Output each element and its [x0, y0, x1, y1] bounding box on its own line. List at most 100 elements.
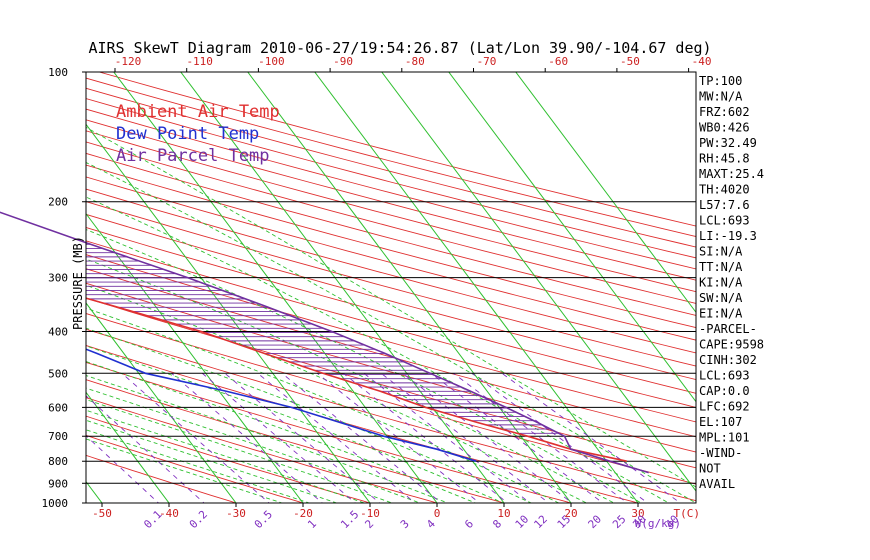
legend: Ambient Air Temp Dew Point Temp Air Parc… — [116, 102, 280, 166]
top-temp-label: -70 — [477, 55, 497, 68]
dew-point-temp-line — [86, 348, 477, 462]
isotherm — [86, 123, 371, 503]
index-item: RH:45.8 — [699, 152, 750, 166]
mixing-ratio-line — [281, 372, 442, 503]
mixing-ratio-label: 10 — [513, 513, 532, 532]
mixing-ratio-line — [86, 395, 205, 503]
moist-adiabat — [86, 284, 588, 503]
x-axis-label: T(C) — [674, 507, 701, 520]
dry-adiabat — [86, 213, 696, 381]
plot-frame — [85, 71, 697, 504]
index-item: FRZ:602 — [699, 105, 750, 119]
index-item: SI:N/A — [699, 245, 743, 259]
dry-adiabat — [86, 152, 696, 316]
mixing-ratio-line — [342, 372, 509, 503]
mixing-ratio-label: 20 — [586, 513, 605, 532]
pressure-tick-label: 800 — [48, 455, 68, 468]
pressure-tick-label: 200 — [48, 196, 68, 209]
mixing-ratio-label: 25 — [610, 513, 629, 532]
index-item: CAP:0.0 — [699, 384, 750, 398]
bottom-temp-label: 10 — [497, 507, 510, 520]
air-parcel-temp-line — [0, 211, 649, 474]
mixing-ratio-line — [380, 372, 550, 503]
mixing-ratio-label: 12 — [531, 513, 550, 532]
isotherm — [86, 212, 304, 503]
index-item: -WIND- — [699, 446, 742, 460]
legend-air-parcel-temp: Air Parcel Temp — [116, 146, 270, 166]
index-item: MAXT:25.4 — [699, 167, 764, 181]
dry-adiabat — [86, 188, 696, 354]
bottom-temp-label: -20 — [293, 507, 313, 520]
index-item: LI:-19.3 — [699, 229, 757, 243]
mixing-ratio-label: 3 — [398, 517, 412, 531]
index-item: CINH:302 — [699, 353, 757, 367]
mixing-ratio-line — [430, 372, 604, 503]
bottom-temp-label: 30 — [631, 507, 644, 520]
moist-adiabat — [86, 409, 366, 503]
top-temp-label: -50 — [620, 55, 640, 68]
dry-adiabat — [86, 434, 305, 503]
dry-adiabat — [86, 201, 696, 367]
moist-adiabat — [86, 307, 560, 503]
dry-adiabat — [86, 226, 696, 394]
dry-adiabat — [86, 164, 696, 329]
top-temp-label: -60 — [548, 55, 568, 68]
moist-adiabat — [86, 399, 394, 503]
dry-adiabat — [86, 328, 696, 502]
index-item: EL:107 — [699, 415, 742, 429]
y-axis-label: PRESSURE (MB) — [71, 236, 85, 330]
dry-adiabat — [86, 345, 640, 503]
ambient-air-temp-line — [86, 297, 627, 462]
mixing-ratio-label: 6 — [462, 517, 476, 531]
pressure-tick-label: 500 — [48, 367, 68, 380]
index-item: TP:100 — [699, 74, 742, 88]
moist-adiabat — [86, 258, 616, 503]
isotherm — [448, 72, 696, 403]
dry-adiabat — [86, 119, 696, 281]
mixing-ratio-line — [224, 372, 381, 503]
pressure-tick-label: 900 — [48, 477, 68, 490]
isotherm — [515, 72, 696, 314]
pressure-tick-label: 600 — [48, 401, 68, 414]
isotherm — [247, 72, 572, 503]
mixing-ratio-line — [257, 372, 416, 503]
mixing-ratio-label: 0.5 — [252, 508, 275, 531]
mixing-ratio-line — [363, 372, 531, 503]
moist-adiabat — [86, 345, 505, 503]
mixing-ratio-axis-label: W(g/kg) — [635, 517, 681, 530]
index-item: LCL:693 — [699, 214, 750, 228]
mixing-ratio-line — [171, 372, 324, 503]
index-item: SW:N/A — [699, 291, 743, 305]
mixing-ratio-line — [316, 372, 481, 503]
index-item: L57:7.6 — [699, 198, 750, 212]
top-temp-label: -80 — [405, 55, 425, 68]
bottom-temp-label: -10 — [360, 507, 380, 520]
dry-adiabat — [86, 254, 696, 423]
moist-adiabat — [86, 438, 284, 503]
bottom-temp-label: -50 — [92, 507, 112, 520]
moist-adiabat — [86, 327, 533, 503]
dry-adiabat — [86, 454, 238, 503]
top-temp-label: -90 — [333, 55, 353, 68]
index-item: NOT — [699, 462, 721, 476]
index-item: AVAIL — [699, 477, 735, 491]
dry-adiabat — [86, 141, 696, 304]
isotherm — [180, 72, 505, 503]
dry-adiabat — [86, 176, 696, 341]
index-item: MW:N/A — [699, 90, 743, 104]
moist-adiabat — [86, 126, 696, 488]
pressure-tick-label: 1000 — [42, 497, 69, 510]
bottom-temp-label: 20 — [564, 507, 577, 520]
pressure-tick-label: 100 — [48, 66, 68, 79]
dry-adiabat — [86, 98, 696, 259]
dry-adiabat — [86, 130, 696, 293]
dry-adiabat — [86, 313, 696, 485]
isotherm — [381, 72, 696, 492]
mixing-ratio-line — [453, 372, 629, 503]
pressure-tick-label: 400 — [48, 325, 68, 338]
pressure-tick-label: 300 — [48, 272, 68, 285]
isotherm — [86, 302, 237, 503]
moist-adiabat — [86, 162, 696, 503]
index-item: WB0:426 — [699, 121, 750, 135]
